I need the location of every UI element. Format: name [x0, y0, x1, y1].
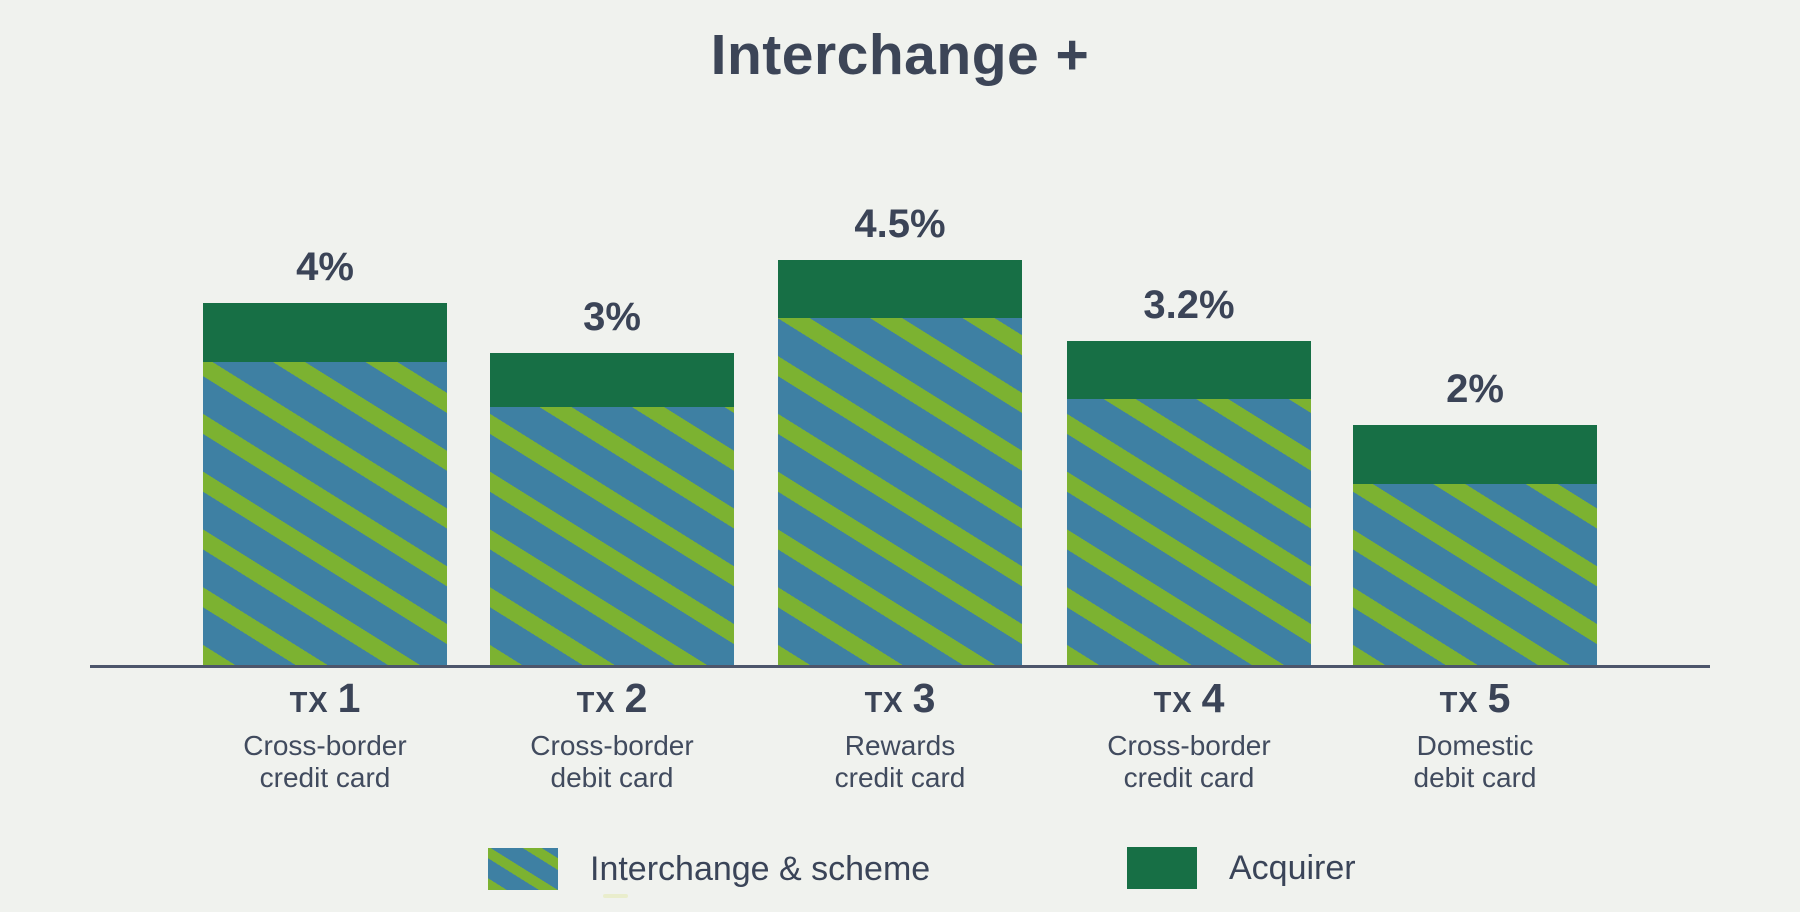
bar-tx2-value-label: 3%	[583, 295, 641, 339]
bar-tx4-category-name: TX 4	[1037, 676, 1341, 730]
legend-label-interchange-scheme: Interchange & scheme	[590, 850, 931, 888]
bar-tx5-sublabel-line2: debit card	[1413, 762, 1537, 793]
legend-item-interchange-scheme: Interchange & scheme	[488, 848, 930, 890]
bar-tx4-acquirer-segment	[1067, 341, 1311, 399]
tx-number: 5	[1487, 675, 1511, 721]
bar-tx2-category-name: TX 2	[460, 676, 764, 730]
tx-prefix: TX	[864, 687, 904, 719]
legend-label-acquirer: Acquirer	[1229, 849, 1356, 887]
bar-tx2-sublabel-line1: Cross-border	[530, 730, 694, 761]
bar-tx3-sublabel-line1: Rewards	[844, 730, 956, 761]
tx-prefix: TX	[1153, 687, 1193, 719]
bar-tx5-acquirer-segment	[1353, 425, 1597, 484]
bar-tx3-value-label: 4.5%	[854, 202, 946, 246]
legend-swatch-interchange-scheme	[488, 848, 558, 890]
bar-tx1-acquirer-segment	[203, 303, 447, 362]
bar-tx3-interchange-scheme-segment	[778, 318, 1022, 665]
bar-tx1-category-name: TX 1	[173, 676, 477, 730]
bar-tx3-acquirer-segment	[778, 260, 1022, 318]
bar-tx5-category-name: TX 5	[1323, 676, 1627, 730]
bar-tx4-sublabel-line2: credit card	[1123, 762, 1255, 793]
bar-tx2-acquirer-segment	[490, 353, 734, 407]
tx-number: 4	[1201, 675, 1225, 721]
bar-tx1-interchange-scheme-segment	[203, 362, 447, 665]
bar-tx3-axis-label: TX 3 Rewards credit card	[748, 676, 1052, 794]
bar-tx2-axis-label: TX 2 Cross-border debit card	[460, 676, 764, 794]
bar-tx5-interchange-scheme-segment	[1353, 484, 1597, 665]
bar-tx1-value-label: 4%	[296, 245, 354, 289]
tx-number: 1	[337, 675, 361, 721]
bar-tx4-sublabel-line1: Cross-border	[1107, 730, 1271, 761]
bar-tx5-value-label: 2%	[1446, 367, 1504, 411]
bar-tx3-sublabel-line2: credit card	[834, 762, 966, 793]
tx-prefix: TX	[289, 687, 329, 719]
legend-item-acquirer: Acquirer	[1127, 847, 1356, 889]
tx-prefix: TX	[1439, 687, 1479, 719]
bar-tx4-value-label: 3.2%	[1143, 283, 1235, 327]
bar-tx2-sublabel-line2: debit card	[550, 762, 674, 793]
bar-tx1-axis-label: TX 1 Cross-border credit card	[173, 676, 477, 794]
bar-tx3-category-name: TX 3	[748, 676, 1052, 730]
chart-title: Interchange +	[710, 23, 1090, 87]
tx-prefix: TX	[576, 687, 616, 719]
bar-tx5-axis-label: TX 5 Domestic debit card	[1323, 676, 1627, 794]
bar-tx1-sublabel-line2: credit card	[259, 762, 391, 793]
decorative-underline	[603, 894, 628, 898]
bar-tx5-sublabel-line1: Domestic	[1416, 730, 1534, 761]
bar-tx2-interchange-scheme-segment	[490, 407, 734, 665]
legend-swatch-acquirer	[1127, 847, 1197, 889]
tx-number: 3	[912, 675, 936, 721]
tx-number: 2	[624, 675, 648, 721]
bar-tx1-sublabel-line1: Cross-border	[243, 730, 407, 761]
bar-tx4-interchange-scheme-segment	[1067, 399, 1311, 665]
x-axis-line	[90, 665, 1710, 668]
bar-tx4-axis-label: TX 4 Cross-border credit card	[1037, 676, 1341, 794]
